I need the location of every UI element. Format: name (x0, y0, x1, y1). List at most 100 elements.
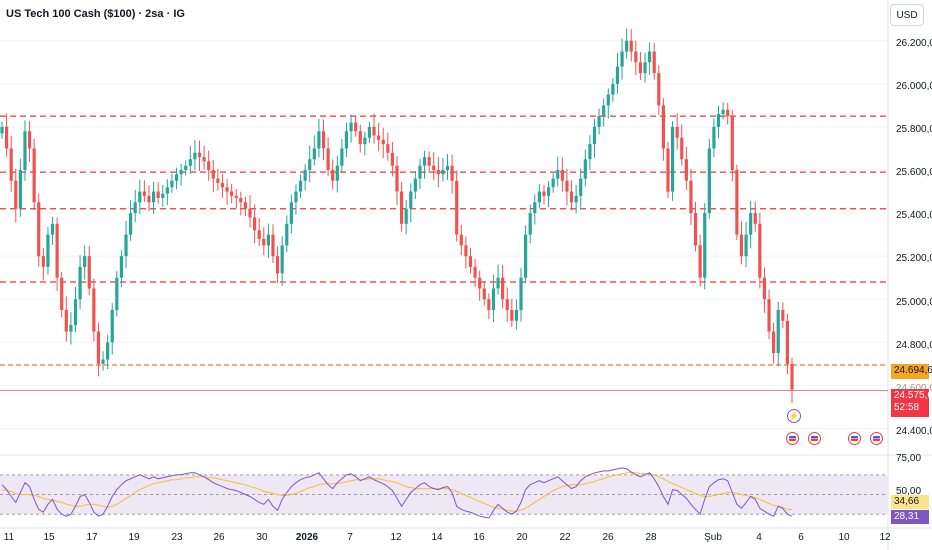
price-tick: 25.000,0 (896, 297, 932, 308)
candle-body (652, 51, 656, 74)
candle-body (684, 159, 688, 181)
candle-body (156, 191, 160, 198)
candle-body (321, 131, 326, 149)
candle-body (124, 234, 128, 257)
candle-body (730, 116, 734, 170)
candle-body (101, 359, 105, 364)
candle-body (744, 234, 748, 257)
candle-body (712, 126, 716, 149)
candle-body (184, 165, 188, 170)
candle-body (505, 299, 509, 310)
candle-body (0, 126, 4, 134)
currency-button[interactable]: USD (890, 4, 924, 26)
candle-body (785, 320, 790, 364)
time-tick: 16 (473, 532, 485, 543)
time-tick: 15 (43, 532, 55, 543)
candle-body (638, 62, 643, 74)
time-tick-year: 2026 (295, 532, 319, 543)
us-flag-icon[interactable] (870, 432, 883, 445)
candle-body (27, 131, 32, 149)
candle-body (753, 213, 757, 224)
candle-body (468, 256, 473, 267)
candle-body (142, 191, 146, 196)
rsi-value-badge: 28,31 (891, 510, 929, 524)
candle-body (119, 256, 124, 278)
candle-body (436, 170, 440, 175)
time-tick: 17 (86, 532, 98, 543)
candle-body (349, 122, 353, 132)
candle-body (767, 299, 771, 332)
time-tick: 23 (171, 532, 183, 543)
candle-body (560, 170, 564, 181)
candle-body (386, 144, 390, 153)
rsi-line (1, 467, 793, 519)
candle-body (620, 51, 624, 67)
candle-body (106, 342, 110, 360)
candle-body (615, 66, 620, 84)
candle-body (129, 213, 133, 235)
candle-body (661, 105, 665, 149)
us-flag-icon[interactable] (786, 432, 799, 445)
candle-body (404, 208, 408, 224)
candle-body (693, 213, 698, 246)
candle-body (367, 126, 372, 138)
candle-body (331, 170, 335, 181)
time-tick: 12 (879, 532, 891, 543)
candle-body (151, 191, 156, 203)
candle-body (87, 256, 91, 289)
candle-body (55, 223, 59, 278)
candle-body (285, 223, 289, 246)
candle-body (289, 202, 293, 224)
price-tick: 24.800,0 (896, 340, 932, 351)
candle-body (41, 256, 45, 267)
candle-body (707, 148, 711, 214)
candle-body (216, 178, 220, 183)
candle-body (491, 288, 496, 310)
candle-body (762, 277, 767, 300)
candle-body (23, 131, 27, 170)
candle-body (165, 187, 169, 194)
candle-body (726, 109, 730, 117)
price-tick: 26.000,0 (896, 81, 932, 92)
time-tick: 20 (516, 532, 528, 543)
candle-body (262, 238, 266, 246)
candle-body (735, 170, 739, 235)
candle-body (50, 223, 55, 235)
candle-body (399, 191, 404, 224)
rsi-tick: 75,00 (896, 453, 922, 464)
candle-body (478, 277, 482, 289)
candle-body (721, 109, 725, 114)
candle-body (46, 234, 50, 267)
candle-body (473, 266, 477, 278)
candle-body (248, 208, 252, 218)
candle-body (110, 310, 114, 343)
us-flag-icon[interactable] (808, 432, 821, 445)
lightning-icon[interactable]: ⚡ (787, 409, 801, 423)
candle-body (501, 277, 505, 300)
candle-body (565, 180, 569, 192)
time-tick: 28 (645, 532, 657, 543)
candle-body (413, 178, 417, 192)
candle-body (253, 217, 257, 231)
candle-body (69, 325, 73, 332)
candle-body (239, 198, 243, 203)
us-flag-icon[interactable] (848, 432, 861, 445)
candle-body (592, 126, 597, 145)
candle-body (455, 180, 459, 235)
candle-body (464, 245, 468, 257)
candle-body (225, 187, 229, 192)
candle-body (606, 94, 610, 106)
candle-body (790, 363, 794, 390)
candle-body (179, 170, 183, 175)
time-tick: 11 (3, 532, 15, 543)
candle-body (556, 170, 560, 179)
candle-body (243, 202, 248, 209)
candle-body (643, 62, 647, 74)
candle-body (698, 245, 702, 278)
candle-body (625, 40, 629, 52)
symbol-title[interactable]: US Tech 100 Cash ($100) · 2sa · IG (6, 8, 185, 20)
candle-body (147, 195, 151, 203)
candle-body (528, 213, 532, 235)
